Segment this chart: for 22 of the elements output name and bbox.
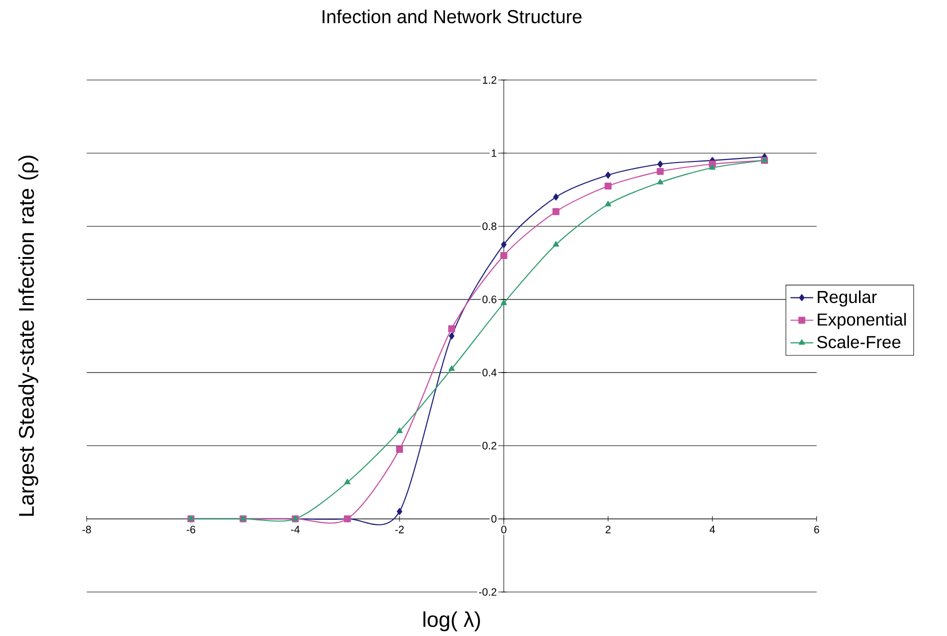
x-tick-label: -8 xyxy=(82,526,91,534)
y-tick-label: 0.4 xyxy=(482,368,497,376)
x-tick-label: 4 xyxy=(710,526,716,534)
x-tick-label: 6 xyxy=(814,526,820,534)
legend-label: Exponential xyxy=(818,312,906,330)
chart-title: Infection and Network Structure xyxy=(322,10,582,24)
y-tick-label: 0.6 xyxy=(482,296,496,304)
legend-label: Scale-Free xyxy=(817,336,900,348)
x-tick-label: -6 xyxy=(186,526,196,534)
x-tick-label: -2 xyxy=(395,526,404,534)
y-tick-label: 0 xyxy=(491,515,496,523)
y-tick-label: 0.8 xyxy=(482,222,496,230)
y-tick-label: -0.2 xyxy=(478,588,496,596)
x-tick-label: 2 xyxy=(606,526,611,534)
x-tick-label: -4 xyxy=(290,526,300,534)
x-axis-title: log( λ) xyxy=(423,611,480,632)
y-tick-label: 1.2 xyxy=(482,76,496,84)
legend-label: Regular xyxy=(818,290,877,307)
y-tick-label: 0.2 xyxy=(482,442,496,450)
y-axis-title: Largest Steady-state Infection rate (ρ) xyxy=(18,156,38,516)
y-tick-label: 1 xyxy=(492,149,496,157)
x-tick-label: 0 xyxy=(501,526,506,534)
